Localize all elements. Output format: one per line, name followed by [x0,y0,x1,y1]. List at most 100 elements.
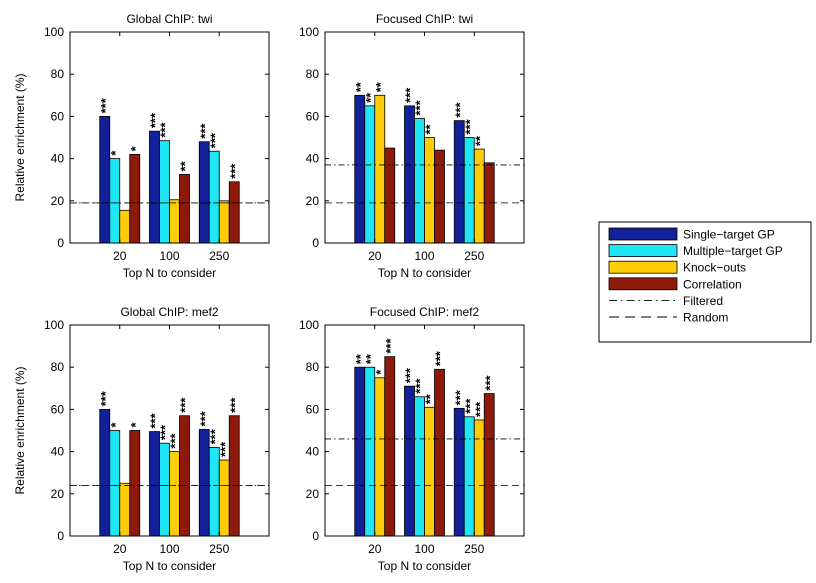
plot-frame [69,324,270,537]
y-tick-label: 60 [51,402,65,416]
significance-stars: *** [158,122,173,138]
y-axis-label: Relative enrichment (%) [13,366,27,494]
bar [424,406,435,537]
y-tick-label: 60 [306,109,320,123]
x-tick-label: 20 [113,249,127,263]
significance-stars: *** [227,163,242,179]
bar [374,94,386,244]
legend-label: Filtered [683,294,723,308]
bar [169,451,180,537]
legend-label: Single−target GP [683,228,775,242]
bar [414,118,425,244]
significance-stars: *** [158,424,173,440]
y-tick-label: 80 [306,67,320,81]
significance-stars: *** [452,102,467,118]
bar [404,105,415,244]
chart-title: Global ChIP: mef2 [120,305,218,319]
bar [364,105,376,244]
bar [208,150,220,244]
bar [463,416,475,537]
significance-stars: *** [472,401,487,417]
legend-item: Filtered [609,294,723,308]
significance-stars: *** [433,350,448,366]
legend-label: Multiple−target GP [683,244,783,258]
x-tick-label: 100 [159,542,179,556]
y-tick-label: 100 [299,25,319,39]
y-tick-label: 20 [51,487,65,501]
bar [159,140,170,244]
x-axis-label: Top N to consider [378,559,471,573]
bar [149,130,160,244]
x-tick-label: 250 [464,249,484,263]
significance-stars: *** [148,112,163,128]
bar [109,158,121,244]
bar [198,141,210,244]
significance-stars: *** [148,412,163,428]
legend-label: Knock−outs [683,261,746,275]
significance-stars: *** [197,123,212,139]
y-tick-label: 0 [312,236,319,250]
significance-stars: *** [403,87,418,103]
y-tick-label: 20 [306,487,320,501]
significance-stars: *** [98,390,113,406]
legend-swatch [608,227,678,241]
legend-swatch [608,244,678,258]
chart-panel-4: Focused ChIP: mef2020406080100**********… [299,305,525,573]
plot-frame [324,324,525,537]
significance-stars: *** [217,441,232,457]
y-tick-label: 0 [312,529,319,543]
bar [354,94,366,244]
significance-stars: *** [403,367,418,383]
x-axis-label: Top N to consider [378,266,471,280]
significance-stars: *** [452,389,467,405]
chart-panel-2: Focused ChIP: twi020406080100***********… [299,12,525,280]
bar [434,149,445,244]
bar [453,120,465,244]
legend-item: Single−target GP [608,227,775,242]
significance-stars: *** [98,97,113,113]
chart-panel-1: Global ChIP: twi 0 20 40 60 80 100 Relative enr… [13,12,270,280]
y-tick-label: 40 [51,445,65,459]
x-tick-label: 100 [414,542,434,556]
bar [218,459,230,537]
significance-stars: ** [472,135,487,146]
bar [228,415,240,537]
y-tick-label: 60 [51,109,65,123]
significance-stars: * [108,150,123,156]
y-tick-label: 20 [51,194,65,208]
bar [179,174,190,244]
chart-title: Global ChIP: twi [126,12,212,26]
y-tick-label: 80 [51,67,65,81]
y-tick-label: 40 [306,445,320,459]
y-tick-label: 80 [306,360,320,374]
x-tick-label: 250 [209,249,229,263]
x-tick-label: 20 [368,542,382,556]
significance-stars: *** [413,99,428,115]
bar [99,116,111,244]
legend-label: Random [683,311,728,325]
bar [129,153,141,244]
y-tick-label: 0 [57,529,64,543]
x-tick-label: 250 [464,542,484,556]
bar [374,377,386,537]
bar [424,137,435,244]
bar [198,429,210,537]
x-tick-label: 100 [414,249,434,263]
legend-swatch [608,260,678,274]
significance-stars: *** [207,132,222,148]
bar [463,137,475,244]
x-tick-label: 250 [209,542,229,556]
legend-item: Knock−outs [608,260,746,275]
x-axis-label: Top N to consider [123,266,216,280]
significance-stars: ** [363,92,378,103]
legend-swatch [608,277,678,291]
chart-panel-3: Global ChIP: mef2 0 20 40 60 80 100 Relative en… [13,305,270,573]
bar [354,366,366,537]
significance-stars: ** [423,123,438,134]
bar [384,356,396,537]
bar [483,393,495,537]
bar [384,147,396,244]
y-tick-label: 0 [57,236,64,250]
significance-stars: ** [363,353,378,364]
